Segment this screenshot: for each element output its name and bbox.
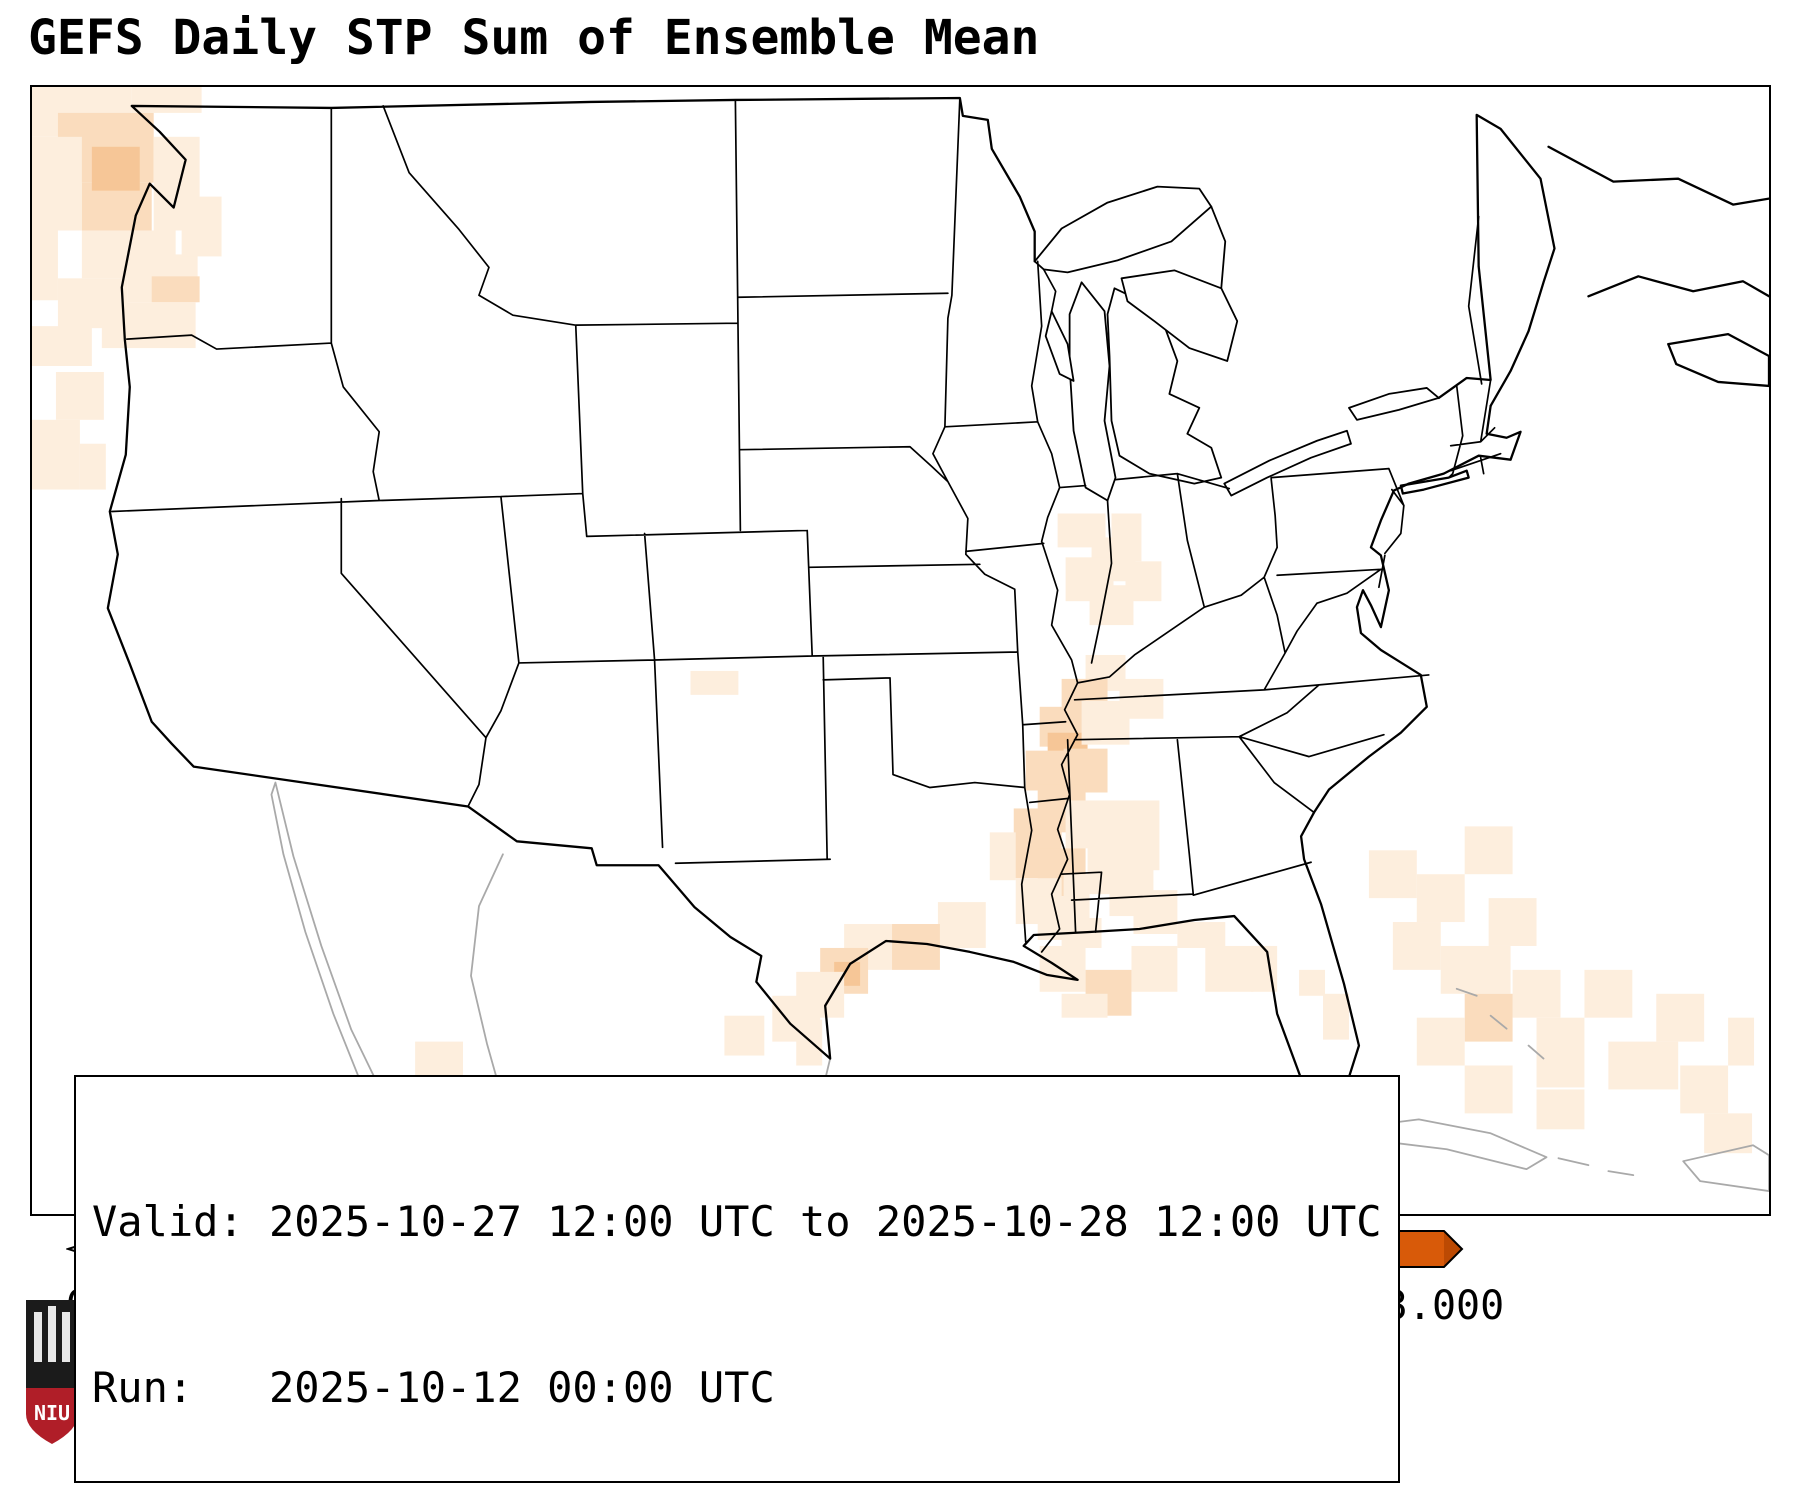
us-coastline bbox=[106, 96, 1769, 1100]
great-lakes bbox=[1033, 185, 1440, 502]
valid-time-line: Valid: 2025-10-27 12:00 UTC to 2025-10-2… bbox=[92, 1196, 1382, 1246]
niu-logo: NIU bbox=[24, 1298, 80, 1446]
state-borders bbox=[110, 97, 1502, 953]
us-map bbox=[32, 87, 1769, 1212]
stp-shading-cells bbox=[32, 87, 1755, 1174]
niu-shield-icon: NIU bbox=[26, 1300, 78, 1444]
colorbar-tick-label: 3.000 bbox=[1383, 1283, 1505, 1329]
run-time-line: Run: 2025-10-12 00:00 UTC bbox=[92, 1363, 775, 1413]
page-title: GEFS Daily STP Sum of Ensemble Mean bbox=[28, 10, 1040, 66]
map-canvas bbox=[30, 85, 1771, 1216]
validity-info-box: Valid: 2025-10-27 12:00 UTC to 2025-10-2… bbox=[74, 1075, 1400, 1484]
niu-logo-text: NIU bbox=[34, 1401, 70, 1425]
